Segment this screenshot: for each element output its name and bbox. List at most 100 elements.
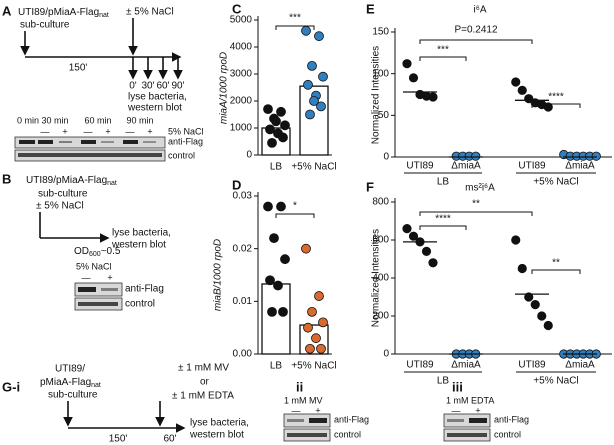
sign: + [107,272,112,282]
end-step: lyse bacteria, [190,418,249,429]
blot-row: control [334,429,361,439]
text-part: OD [74,246,89,257]
band [101,288,118,291]
data-point [263,104,273,114]
strain: UTI89/pMiaA-Flagnat [18,7,109,19]
data-point [524,292,534,302]
lane-label: 90 min [126,115,153,125]
sign: — [126,126,135,136]
data-point [471,151,481,161]
x-tick-label: LB [270,162,283,173]
data-point [267,306,277,317]
step: sub-culture [38,189,88,200]
treatment: ± 1 mM MV [178,363,229,374]
x-tick-label: +5% NaCl [291,361,336,372]
y-tick-label: 0.03 [233,191,253,202]
y-tick-label: 0.02 [233,243,253,254]
condition: 5% NaCl [76,261,112,271]
harvest: OD600~0.5 [74,246,121,258]
blot [283,413,331,428]
y-tick-label: 200 [372,311,389,322]
group-label: +5% NaCl [533,376,578,387]
condition: 1 mM EDTA [446,395,494,405]
lane-label: 60 min [84,115,111,125]
text-part: nat [91,382,101,389]
data-point [511,77,521,87]
y-tick-label: 0.01 [233,296,253,307]
data-point [303,79,313,90]
y-axis-label: Normalized Intensities [371,46,382,144]
sign: — [41,126,50,136]
significance-bracket [419,225,467,230]
data-point [303,322,313,333]
band [81,140,96,144]
data-point [276,106,286,117]
band [78,287,96,292]
end-step: western blot [111,240,166,251]
data-point [402,59,412,69]
timepoint: 0' [129,81,137,92]
y-axis-label: miaB/1000 rpoD [213,239,224,311]
text-part: UTI89/pMiaA-Flag [18,7,99,18]
panel-letter: C [232,1,242,16]
data-point [318,71,328,82]
panel-letter: ii [296,379,303,394]
data-point [278,132,288,143]
annotation: **** [435,214,451,225]
x-tick-label: LB [270,361,283,372]
blot-row: control [168,150,195,160]
x-tick-label: UTI89 [518,161,546,172]
x-tick-label: UTI89 [518,360,546,371]
y-tick-label: 150 [372,27,389,38]
sign: — [292,405,301,415]
panel-letter: D [232,177,241,192]
y-tick-label: 0 [246,150,252,161]
blot [443,413,491,428]
band [447,419,464,422]
text-part: UTI89/pMiaA-Flag [26,175,107,186]
sign: + [315,405,320,415]
bar [261,283,291,355]
x-tick-label: ΔmiaA [451,360,481,371]
data-point [314,291,324,301]
data-point [537,311,547,321]
band [19,140,35,144]
panel-letter: A [2,3,12,18]
strain: pMiaA-Flagnat [40,377,101,389]
significance-bracket [275,213,315,218]
data-point [316,343,326,354]
annotation: P=0.2412 [454,25,498,36]
band [101,141,114,143]
band [59,141,72,143]
data-point [543,102,553,112]
step: ± 5% NaCl [36,201,84,212]
annotation: **** [548,92,564,103]
data-point [517,263,527,274]
y-tick-label: 400 [372,273,389,284]
condition: 1 mM MV [284,395,323,405]
blot-row: anti-Flag [494,414,529,424]
data-point [269,233,279,244]
data-point [265,275,275,286]
timepoint: 90' [171,81,184,92]
step: sub-culture [20,20,70,31]
bar [299,324,329,355]
data-point [530,299,540,310]
group-label: LB [437,376,450,387]
chart-title: ms²i⁶A [465,183,495,194]
panel-letter: iii [452,379,463,394]
band [123,140,138,144]
data-point [311,333,321,344]
step: sub-culture [48,390,98,401]
blot-row: control [125,299,155,310]
y-axis-label: Normalized Intensities [371,229,382,327]
blot-row: anti-Flag [125,284,164,295]
text-part: nat [107,180,117,187]
data-point [271,116,281,127]
condition: 5% NaCl [168,126,204,136]
data-point [517,85,527,95]
x-tick-label: UTI89 [406,161,434,172]
end-step: western blot [189,430,244,441]
treatment: ± 1 mM EDTA [172,391,234,402]
